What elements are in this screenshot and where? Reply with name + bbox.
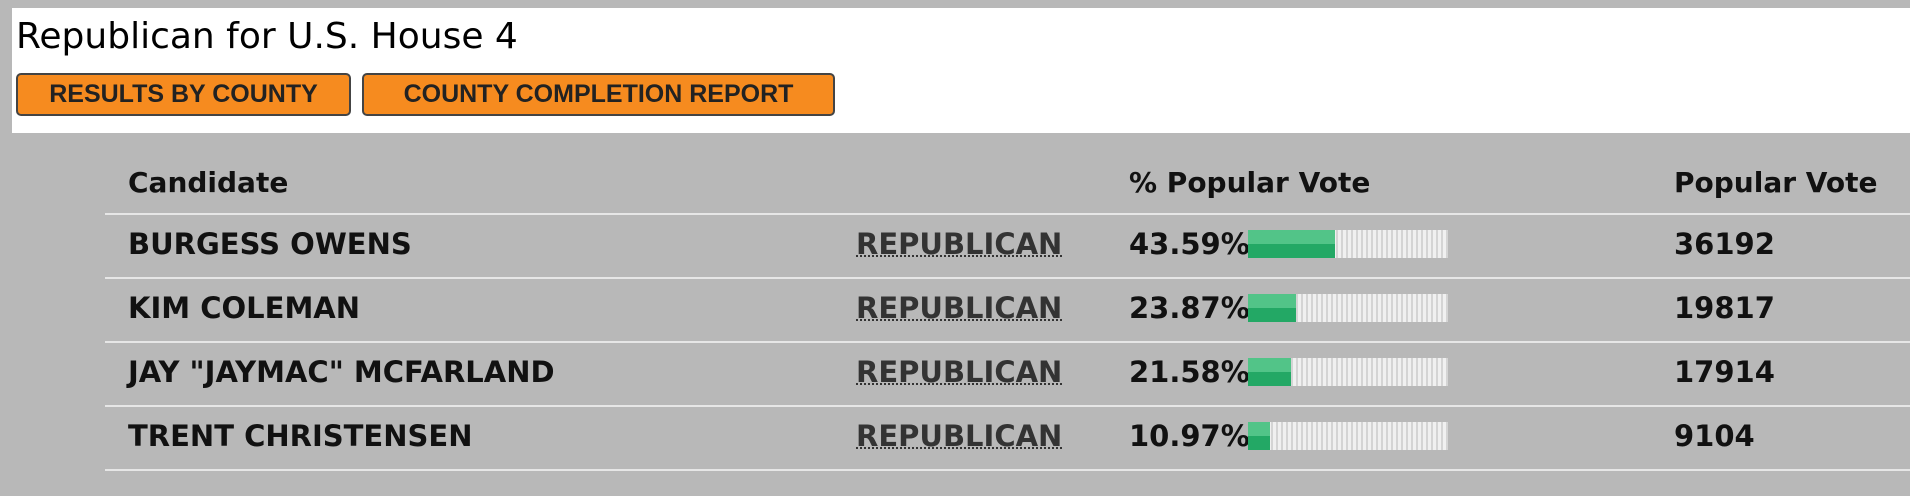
candidate-name: JAY "JAYMAC" MCFARLAND (128, 355, 555, 389)
bar-track (1248, 294, 1448, 322)
percent-bar (1248, 358, 1292, 386)
candidate-name: KIM COLEMAN (128, 291, 361, 325)
button[interactable]: RESULTS BY COUNTY (16, 73, 351, 116)
column-header: Candidate (128, 166, 289, 199)
column-header: Popular Vote (1674, 166, 1878, 199)
candidate-name: BURGESS OWENS (128, 227, 412, 261)
percent-bar (1248, 230, 1336, 258)
candidate-name: TRENT CHRISTENSEN (128, 419, 473, 453)
header: Republican for U.S. House 4 RESULTS BY C… (12, 8, 1910, 133)
percent-bar (1248, 294, 1296, 322)
percent-label: 21.58% (1129, 355, 1250, 389)
votes: 9104 (1674, 419, 1755, 453)
bar-track (1248, 422, 1448, 450)
bar-track (1248, 230, 1448, 258)
button[interactable]: COUNTY COMPLETION REPORT (362, 73, 835, 116)
party: REPUBLICAN (856, 355, 1063, 389)
row-rule (105, 277, 1910, 279)
row-rule (105, 469, 1910, 471)
results-table: Candidate % Popular Vote Popular Vote BU… (105, 150, 1910, 480)
row-rule (105, 213, 1910, 215)
title: Republican for U.S. House 4 (16, 16, 518, 57)
bar-track (1248, 358, 1448, 386)
percent-label: 23.87% (1129, 291, 1250, 325)
votes: 19817 (1674, 291, 1775, 325)
votes: 17914 (1674, 355, 1775, 389)
party: REPUBLICAN (856, 419, 1063, 453)
party: REPUBLICAN (856, 227, 1063, 261)
row-rule (105, 405, 1910, 407)
party: REPUBLICAN (856, 291, 1063, 325)
column-header: % Popular Vote (1129, 166, 1371, 199)
percent-label: 43.59% (1129, 227, 1250, 261)
votes: 36192 (1674, 227, 1775, 261)
percent-bar (1248, 422, 1270, 450)
percent-label: 10.97% (1129, 419, 1250, 453)
row-rule (105, 341, 1910, 343)
